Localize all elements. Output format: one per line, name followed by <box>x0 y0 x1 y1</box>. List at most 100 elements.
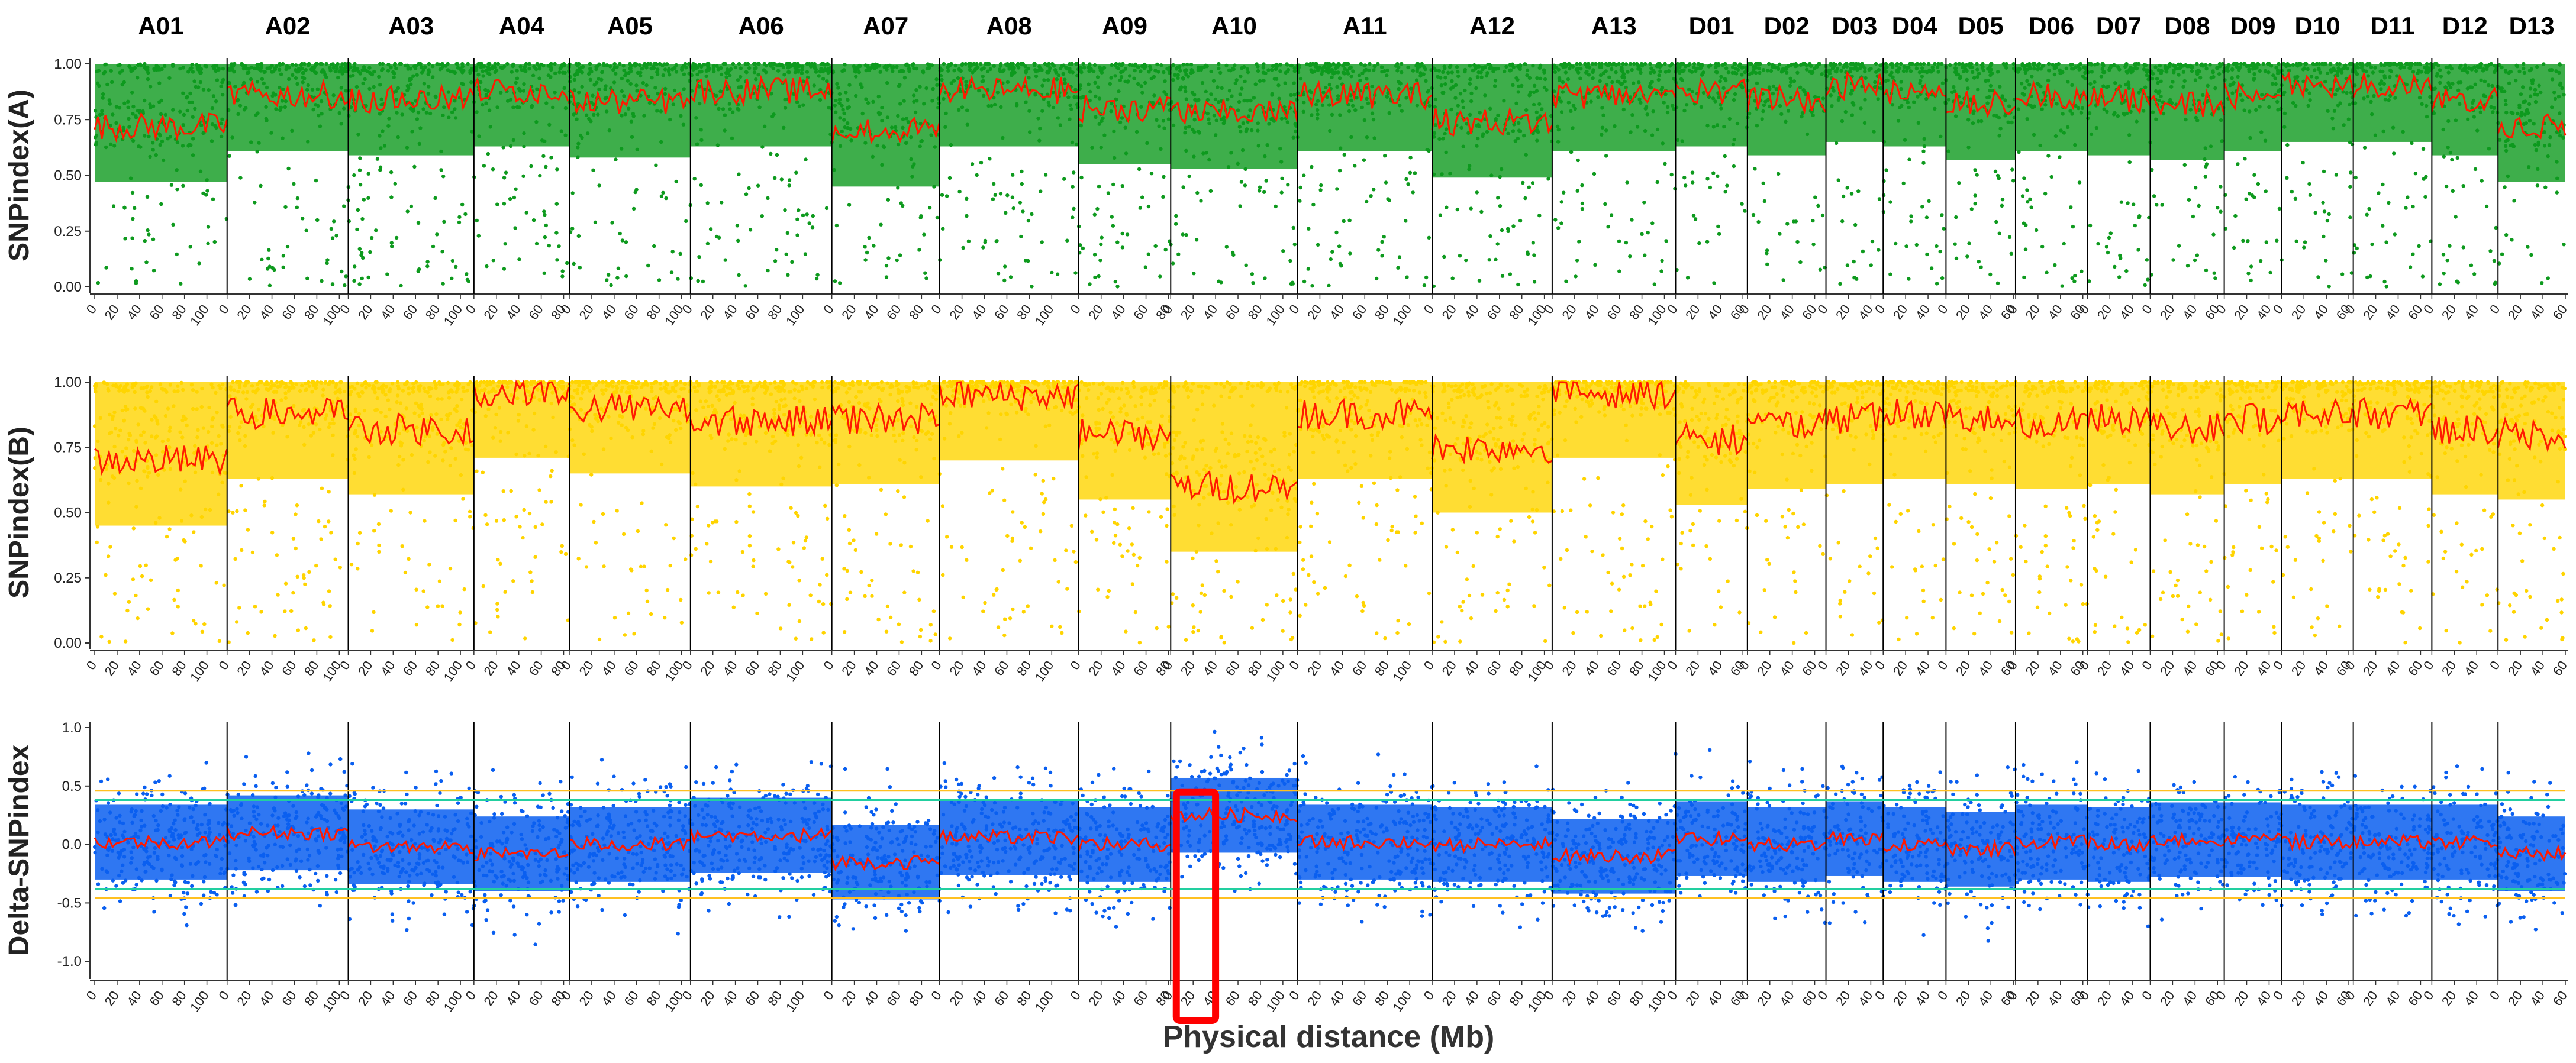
data-point <box>787 183 791 188</box>
data-point <box>1743 209 1747 213</box>
data-point <box>1081 246 1085 251</box>
data-point <box>267 283 272 287</box>
data-point <box>1646 231 1650 235</box>
data-point <box>2413 172 2418 176</box>
data-point <box>253 201 257 205</box>
data-point <box>847 203 852 207</box>
data-point <box>988 157 992 161</box>
data-point <box>834 223 839 228</box>
data-point <box>1146 204 1151 209</box>
data-point <box>360 276 364 280</box>
data-point <box>416 269 420 273</box>
data-point <box>1994 219 1998 224</box>
chromosome-label-a12: A12 <box>1469 12 1515 40</box>
data-point <box>179 282 183 286</box>
data-point <box>247 277 252 281</box>
data-point <box>1339 264 1343 268</box>
data-point <box>669 270 674 274</box>
data-point <box>1711 171 1716 175</box>
data-point <box>314 178 318 183</box>
data-point <box>769 151 773 156</box>
data-point <box>708 227 713 231</box>
data-point <box>2382 279 2387 284</box>
data-point <box>2187 198 2191 202</box>
data-point <box>1816 203 1820 208</box>
data-point <box>2131 202 2136 206</box>
data-point <box>2077 180 2082 185</box>
data-point <box>983 240 988 244</box>
data-point <box>993 193 998 197</box>
data-point <box>1137 167 1142 172</box>
data-point <box>2503 185 2507 189</box>
data-point <box>463 212 468 217</box>
data-point <box>2232 245 2236 250</box>
data-point <box>2126 201 2130 205</box>
data-point <box>924 276 928 280</box>
data-point <box>2022 176 2026 180</box>
data-point <box>369 235 374 240</box>
data-point <box>130 236 134 240</box>
data-point <box>1518 218 1523 223</box>
data-point <box>2119 200 2124 204</box>
data-point <box>1030 285 1034 289</box>
x-tick-label: 40 <box>1581 302 1602 322</box>
x-tick-label: 20 <box>355 302 376 322</box>
data-point <box>272 267 276 272</box>
data-point <box>2043 192 2048 196</box>
chromosome-label-d10: D10 <box>2294 12 2340 40</box>
data-point <box>330 282 335 286</box>
chromosome-label-a05: A05 <box>607 12 653 40</box>
chromosome-track-d02: 0 20 40 60 <box>1736 58 1828 322</box>
data-point <box>1335 187 1339 191</box>
data-point <box>1030 212 1034 217</box>
data-point <box>2424 175 2428 179</box>
dense-point-band <box>1297 64 1433 151</box>
data-point <box>593 220 598 224</box>
data-point <box>357 282 362 286</box>
data-point <box>1286 183 1290 187</box>
data-point <box>1935 282 1939 286</box>
data-point <box>1217 279 1221 283</box>
data-point <box>1383 154 1387 158</box>
data-point <box>283 205 288 209</box>
data-point <box>131 217 135 221</box>
data-point <box>1794 219 1798 224</box>
data-point <box>1785 222 1790 226</box>
x-tick-label: 40 <box>2461 302 2482 322</box>
data-point <box>1969 207 1974 211</box>
chromosome-label-d12: D12 <box>2442 12 2488 40</box>
data-point <box>286 166 291 171</box>
dense-point-band <box>348 64 474 156</box>
chromosome-track-d13: 0 20 40 60 <box>2487 58 2570 322</box>
data-point <box>991 182 996 186</box>
chromosome-labels: A01 A02 A03 A04 A05 A06 A07 A08 A09 A10 A11 A12 A13 D… <box>138 12 2554 40</box>
data-point <box>744 192 749 196</box>
data-point <box>676 277 680 281</box>
data-point <box>450 276 454 280</box>
data-point <box>1556 226 1561 230</box>
data-point <box>1495 242 1500 246</box>
chromosome-label-a07: A07 <box>863 12 908 40</box>
data-point <box>1765 248 1769 253</box>
data-point <box>450 259 454 263</box>
chromosome-label-a10: A10 <box>1211 12 1257 40</box>
data-point <box>1705 240 1710 244</box>
data-point <box>2249 264 2253 269</box>
data-point <box>2108 231 2113 235</box>
chromosome-label-d02: D02 <box>1764 12 1810 40</box>
x-tick-label: 100 <box>1032 302 1057 328</box>
data-point <box>389 195 394 199</box>
chromosome-label-d04: D04 <box>1892 12 1938 40</box>
data-point <box>425 260 430 264</box>
data-point <box>620 238 625 243</box>
data-point <box>1337 244 1342 248</box>
data-point <box>1097 184 1101 189</box>
data-point <box>996 272 1001 276</box>
chromosome-label-d06: D06 <box>2029 12 2074 40</box>
data-point <box>2088 223 2093 228</box>
data-point <box>935 215 940 220</box>
data-point <box>541 154 546 158</box>
data-point <box>267 248 271 252</box>
data-point <box>514 187 518 191</box>
data-point <box>1532 280 1537 284</box>
